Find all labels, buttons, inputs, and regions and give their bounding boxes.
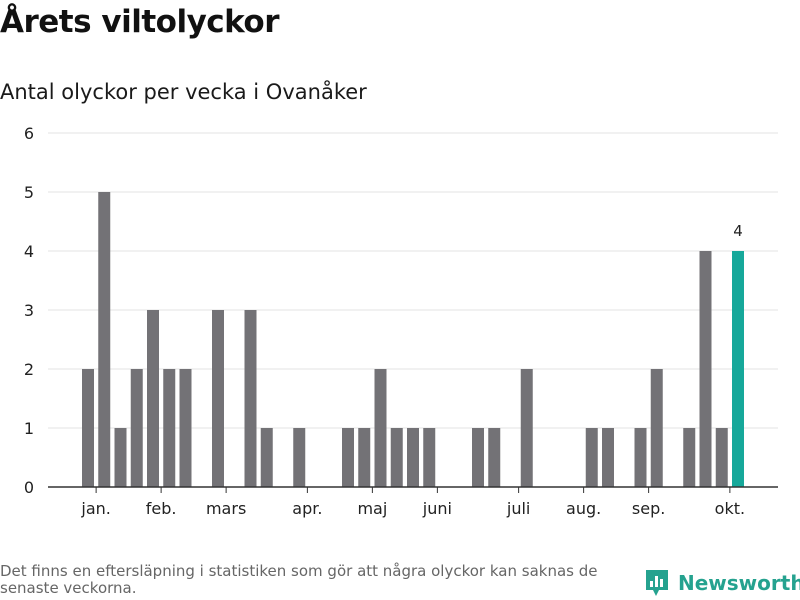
bar xyxy=(374,369,387,487)
bar xyxy=(407,428,419,487)
x-tick-label: aug. xyxy=(566,499,601,518)
bar xyxy=(114,428,127,487)
bar xyxy=(358,428,371,487)
data-label: 4 xyxy=(733,222,743,240)
bar xyxy=(98,192,111,487)
bar xyxy=(699,251,712,487)
bar xyxy=(634,428,647,487)
x-tick-label: feb. xyxy=(146,499,177,518)
newsworthy-brand[interactable]: Newsworthy xyxy=(644,568,800,598)
bar xyxy=(147,310,159,487)
x-tick-label: juli xyxy=(506,499,530,518)
y-tick-label: 3 xyxy=(24,301,34,320)
bar-chart: 0 1 2 3 4 5 6 4 jan. feb. mars apr. maj juni juli aug. s… xyxy=(24,124,778,518)
bar xyxy=(244,310,257,487)
chart-subtitle: Antal olyckor per vecka i Ovanåker xyxy=(0,80,367,104)
y-tick-label: 2 xyxy=(24,360,34,379)
highlight-bar xyxy=(732,251,744,487)
x-tick-label: jan. xyxy=(80,499,110,518)
bar xyxy=(163,369,176,487)
chart-title: Årets viltolyckor xyxy=(0,4,280,40)
y-tick-label: 5 xyxy=(24,183,34,202)
bar xyxy=(293,428,306,487)
x-tick-label: mars xyxy=(206,499,246,518)
bar xyxy=(472,428,484,487)
bar xyxy=(602,428,614,487)
brand-name: Newsworthy xyxy=(678,571,800,595)
bar xyxy=(130,369,143,487)
bar xyxy=(342,428,354,487)
bar xyxy=(390,428,403,487)
bar xyxy=(82,369,94,487)
y-tick-label: 4 xyxy=(24,242,34,261)
x-tick-label: sep. xyxy=(632,499,665,518)
bar xyxy=(260,428,273,487)
bar xyxy=(650,369,663,487)
x-tick-label: apr. xyxy=(292,499,322,518)
y-tick-label: 6 xyxy=(24,124,34,143)
x-tick-label: okt. xyxy=(715,499,745,518)
bar xyxy=(683,428,696,487)
y-tick-label: 0 xyxy=(24,478,34,497)
bar xyxy=(179,369,192,487)
bar xyxy=(423,428,436,487)
bar xyxy=(520,369,533,487)
bar xyxy=(488,428,501,487)
x-tick-label: maj xyxy=(357,499,387,518)
bar xyxy=(585,428,598,487)
y-tick-label: 1 xyxy=(24,419,34,438)
bar-chart-logo-icon xyxy=(646,570,668,596)
bar xyxy=(212,310,224,487)
footnote: Det finns en eftersläpning i statistiken… xyxy=(0,562,598,597)
x-tick-label: juni xyxy=(422,499,452,518)
bar xyxy=(715,428,728,487)
